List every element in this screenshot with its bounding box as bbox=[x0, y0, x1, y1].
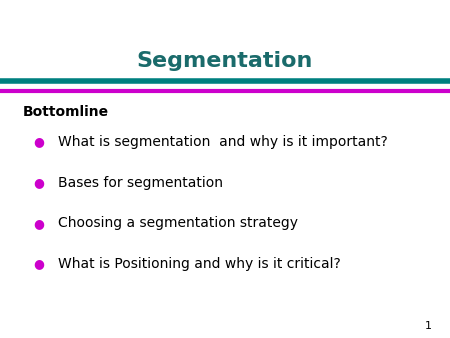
Text: Segmentation: Segmentation bbox=[137, 51, 313, 71]
Text: Choosing a segmentation strategy: Choosing a segmentation strategy bbox=[58, 216, 298, 230]
Text: ●: ● bbox=[33, 176, 44, 189]
Text: 1: 1 bbox=[425, 321, 432, 331]
Text: ●: ● bbox=[33, 217, 44, 230]
Text: Bases for segmentation: Bases for segmentation bbox=[58, 175, 224, 190]
Text: What is segmentation  and why is it important?: What is segmentation and why is it impor… bbox=[58, 135, 388, 149]
Text: ●: ● bbox=[33, 136, 44, 148]
Text: ●: ● bbox=[33, 257, 44, 270]
Text: Bottomline: Bottomline bbox=[22, 104, 108, 119]
Text: What is Positioning and why is it critical?: What is Positioning and why is it critic… bbox=[58, 257, 341, 271]
